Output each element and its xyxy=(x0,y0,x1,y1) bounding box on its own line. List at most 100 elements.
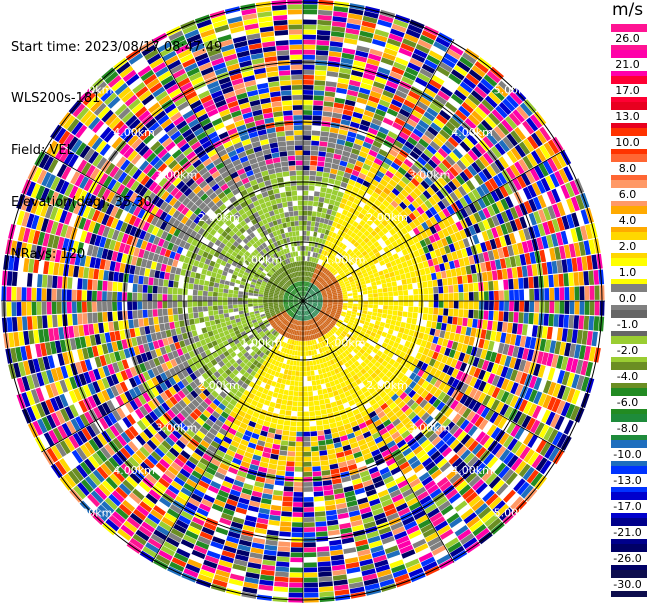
gate-cell xyxy=(442,218,451,228)
gate-cell xyxy=(402,198,411,207)
gate-cell xyxy=(434,520,449,532)
gate-cell xyxy=(495,331,502,343)
gate-cell xyxy=(429,216,438,225)
gate-cell xyxy=(369,166,378,175)
gate-cell xyxy=(384,215,393,224)
gate-cell xyxy=(581,376,590,392)
gate-cell xyxy=(379,321,386,327)
gate-cell xyxy=(463,283,469,292)
gate-cell xyxy=(410,534,424,544)
gate-cell xyxy=(360,119,371,127)
gate-cell xyxy=(124,428,135,441)
gate-cell xyxy=(314,310,319,315)
gate-cell xyxy=(150,509,164,521)
gate-cell xyxy=(366,100,378,109)
gate-cell xyxy=(299,336,302,341)
gate-cell xyxy=(321,465,330,471)
gate-cell xyxy=(395,320,402,327)
gate-cell xyxy=(209,427,218,436)
gate-cell xyxy=(429,488,442,499)
gate-cell xyxy=(271,448,280,455)
gate-cell xyxy=(312,390,318,396)
gate-cell xyxy=(349,328,355,334)
gate-cell xyxy=(324,229,330,236)
gate-cell xyxy=(303,205,308,211)
gate-cell xyxy=(460,326,467,335)
gate-cell xyxy=(347,353,354,360)
gate-cell xyxy=(419,326,426,333)
gate-cell xyxy=(160,372,168,382)
gate-cell xyxy=(328,230,334,237)
gate-cell xyxy=(313,286,317,291)
gate-cell xyxy=(304,305,306,311)
gate-cell xyxy=(342,266,348,272)
gate-cell xyxy=(513,358,522,371)
gate-cell xyxy=(183,482,195,493)
gate-cell xyxy=(385,318,392,324)
gate-cell xyxy=(378,296,384,301)
gate-cell xyxy=(374,226,381,234)
gate-cell xyxy=(367,233,374,241)
gate-cell xyxy=(235,507,247,515)
gate-cell xyxy=(341,351,348,358)
gate-cell xyxy=(478,282,484,292)
gate-cell xyxy=(449,191,459,202)
gate-cell xyxy=(225,368,232,376)
gate-cell xyxy=(325,213,331,220)
gate-cell xyxy=(180,487,193,497)
gate-cell xyxy=(164,488,177,500)
gate-cell xyxy=(349,319,355,324)
gate-cell xyxy=(317,161,325,167)
gate-cell xyxy=(398,180,407,189)
gate-cell xyxy=(549,173,560,188)
gate-cell xyxy=(398,413,408,422)
gate-cell xyxy=(321,290,327,294)
gate-cell xyxy=(401,176,411,185)
gate-cell xyxy=(374,262,381,268)
gate-cell xyxy=(527,184,537,198)
gate-cell xyxy=(283,425,290,431)
gate-cell xyxy=(335,311,341,316)
gate-cell xyxy=(306,293,310,298)
gate-cell xyxy=(282,318,287,324)
gate-cell xyxy=(390,466,401,476)
gate-cell xyxy=(410,324,416,331)
gate-cell xyxy=(180,450,191,460)
gate-cell xyxy=(544,301,550,313)
gate-cell xyxy=(123,444,135,456)
gate-cell xyxy=(519,102,533,117)
gate-cell xyxy=(59,393,69,408)
gate-cell xyxy=(360,25,375,34)
gate-cell xyxy=(381,342,388,349)
gate-cell xyxy=(316,306,322,309)
gate-cell xyxy=(335,196,343,203)
gate-cell xyxy=(420,230,428,239)
gate-cell xyxy=(315,176,323,182)
gate-cell xyxy=(141,521,155,533)
gate-cell xyxy=(296,340,299,346)
gate-cell xyxy=(499,185,509,198)
gate-cell xyxy=(318,326,322,332)
gate-cell xyxy=(292,307,296,312)
gate-cell xyxy=(499,290,504,301)
gate-cell xyxy=(231,345,238,352)
gate-cell xyxy=(395,275,401,281)
gate-cell xyxy=(495,364,504,376)
gate-cell xyxy=(412,146,423,156)
gate-cell xyxy=(539,249,547,263)
gate-cell xyxy=(249,500,261,508)
gate-cell xyxy=(285,410,292,416)
gate-cell xyxy=(249,464,259,471)
gate-cell xyxy=(230,440,240,448)
gate-cell xyxy=(367,311,373,316)
gate-cell xyxy=(475,347,483,358)
gate-cell xyxy=(321,347,326,353)
gate-cell xyxy=(399,201,408,210)
gate-cell xyxy=(287,395,293,401)
gate-cell xyxy=(178,399,187,409)
gate-cell xyxy=(253,347,260,354)
gate-cell xyxy=(314,333,318,339)
gate-cell xyxy=(364,457,375,465)
gate-cell xyxy=(212,579,228,588)
gate-cell xyxy=(203,435,213,445)
